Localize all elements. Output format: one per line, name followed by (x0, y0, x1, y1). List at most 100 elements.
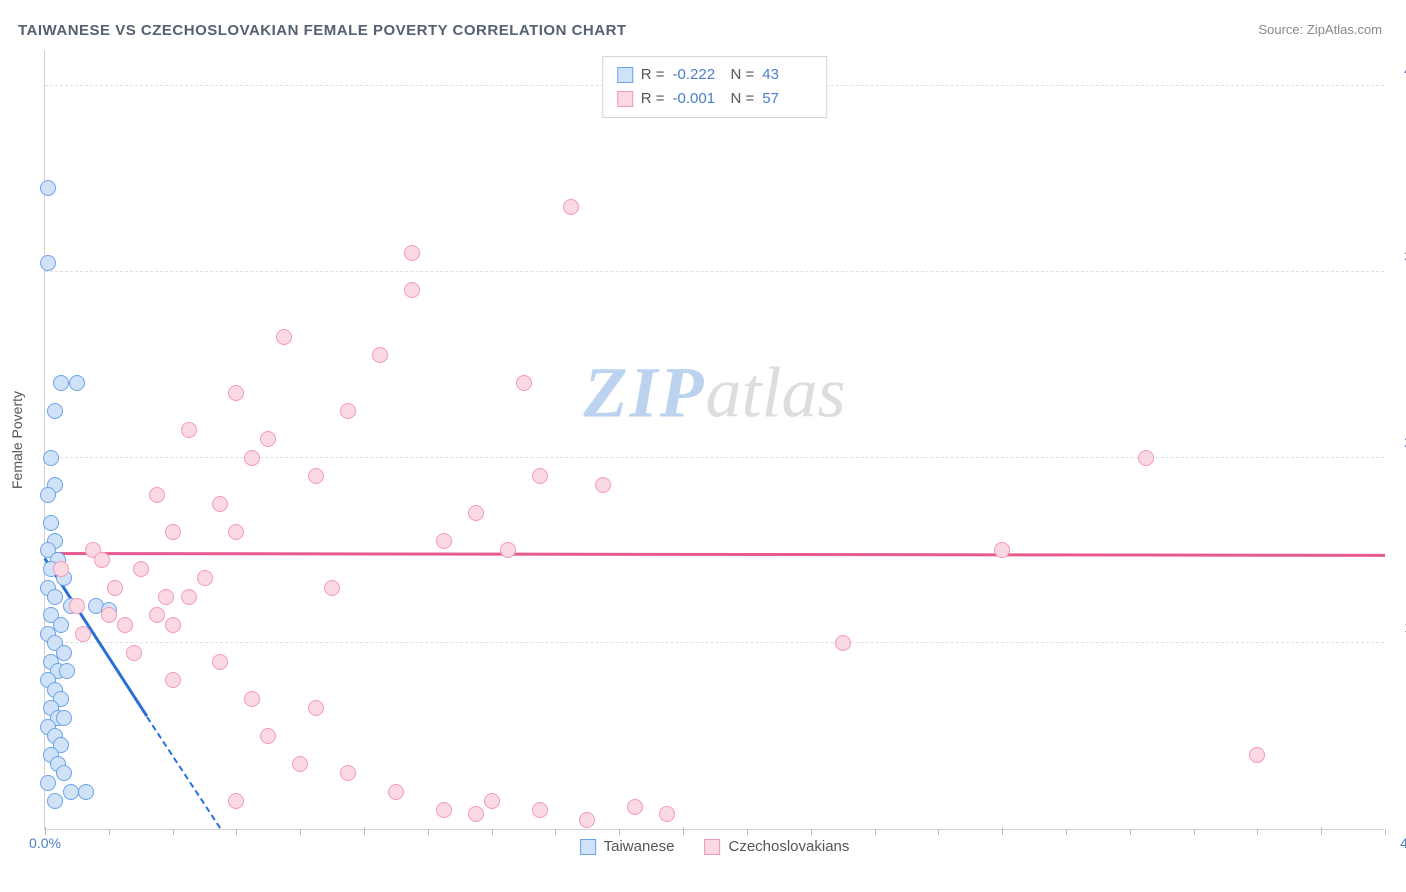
scatter-point (835, 635, 851, 651)
scatter-point (158, 589, 174, 605)
scatter-point (69, 598, 85, 614)
x-tick (173, 829, 174, 835)
scatter-point (94, 552, 110, 568)
x-tick-label: 0.0% (29, 835, 61, 851)
scatter-point (260, 728, 276, 744)
x-tick (1194, 829, 1195, 835)
scatter-point (47, 793, 63, 809)
stats-box: R =-0.222N =43R =-0.001N =57 (602, 56, 828, 118)
watermark: ZIPatlas (583, 351, 845, 434)
scatter-point (228, 793, 244, 809)
stat-n-value: 57 (762, 87, 812, 111)
gridline (45, 642, 1384, 643)
scatter-point (47, 589, 63, 605)
y-tick-label: 20.0% (1394, 434, 1406, 450)
legend-label: Taiwanese (604, 838, 675, 855)
plot-area: Female Poverty 10.0%20.0%30.0%40.0% 0.0%… (44, 50, 1384, 830)
scatter-point (63, 784, 79, 800)
scatter-point (260, 431, 276, 447)
scatter-point (56, 765, 72, 781)
y-tick-label: 40.0% (1394, 62, 1406, 78)
scatter-point (149, 487, 165, 503)
scatter-point (1138, 450, 1154, 466)
scatter-point (40, 487, 56, 503)
trend-line (45, 552, 1385, 556)
x-tick (109, 829, 110, 835)
y-tick-label: 10.0% (1394, 619, 1406, 635)
scatter-point (244, 450, 260, 466)
y-axis-label: Female Poverty (9, 390, 25, 488)
x-tick (492, 829, 493, 835)
scatter-point (78, 784, 94, 800)
scatter-point (181, 422, 197, 438)
scatter-point (101, 607, 117, 623)
chart-title: TAIWANESE VS CZECHOSLOVAKIAN FEMALE POVE… (18, 22, 627, 39)
scatter-point (340, 403, 356, 419)
x-tick-label: 40.0% (1400, 835, 1406, 851)
x-tick (555, 829, 556, 835)
stats-row: R =-0.001N =57 (617, 87, 813, 111)
scatter-point (197, 570, 213, 586)
scatter-point (516, 375, 532, 391)
legend-item: Czechoslovakians (704, 838, 849, 855)
stat-r-label: R = (641, 87, 665, 111)
scatter-point (340, 765, 356, 781)
scatter-point (659, 806, 675, 822)
x-tick (1130, 829, 1131, 835)
scatter-point (308, 700, 324, 716)
scatter-point (627, 799, 643, 815)
scatter-point (994, 542, 1010, 558)
x-tick (1002, 827, 1003, 835)
scatter-point (404, 245, 420, 261)
x-tick (236, 829, 237, 835)
bottom-legend: Taiwanese Czechoslovakians (580, 838, 850, 855)
scatter-point (468, 505, 484, 521)
scatter-point (563, 199, 579, 215)
legend-item: Taiwanese (580, 838, 675, 855)
scatter-point (308, 468, 324, 484)
scatter-point (47, 403, 63, 419)
legend-swatch (704, 839, 720, 855)
scatter-point (165, 524, 181, 540)
x-tick (1385, 829, 1386, 835)
x-tick (1321, 827, 1322, 835)
scatter-point (532, 468, 548, 484)
scatter-point (500, 542, 516, 558)
scatter-point (404, 282, 420, 298)
scatter-point (40, 180, 56, 196)
x-tick (1066, 829, 1067, 835)
x-tick (619, 829, 620, 835)
scatter-point (436, 533, 452, 549)
scatter-point (75, 626, 91, 642)
x-tick (875, 829, 876, 835)
x-tick (428, 829, 429, 835)
scatter-point (532, 802, 548, 818)
scatter-point (228, 385, 244, 401)
scatter-point (53, 375, 69, 391)
scatter-point (468, 806, 484, 822)
scatter-point (149, 607, 165, 623)
scatter-point (59, 663, 75, 679)
stat-r-value: -0.001 (673, 87, 723, 111)
y-tick-label: 30.0% (1394, 248, 1406, 264)
scatter-point (1249, 747, 1265, 763)
scatter-point (43, 515, 59, 531)
x-tick (364, 827, 365, 835)
legend-swatch (617, 91, 633, 107)
stat-r-label: R = (641, 63, 665, 87)
scatter-point (165, 672, 181, 688)
stat-n-value: 43 (762, 63, 812, 87)
scatter-point (40, 775, 56, 791)
scatter-point (107, 580, 123, 596)
trend-line-dash (146, 716, 221, 829)
stats-row: R =-0.222N =43 (617, 63, 813, 87)
scatter-point (388, 784, 404, 800)
source-credit: Source: ZipAtlas.com (1258, 22, 1382, 37)
x-tick (1257, 829, 1258, 835)
x-tick (938, 829, 939, 835)
scatter-point (484, 793, 500, 809)
scatter-point (126, 645, 142, 661)
scatter-point (324, 580, 340, 596)
scatter-point (212, 654, 228, 670)
x-tick (811, 829, 812, 835)
